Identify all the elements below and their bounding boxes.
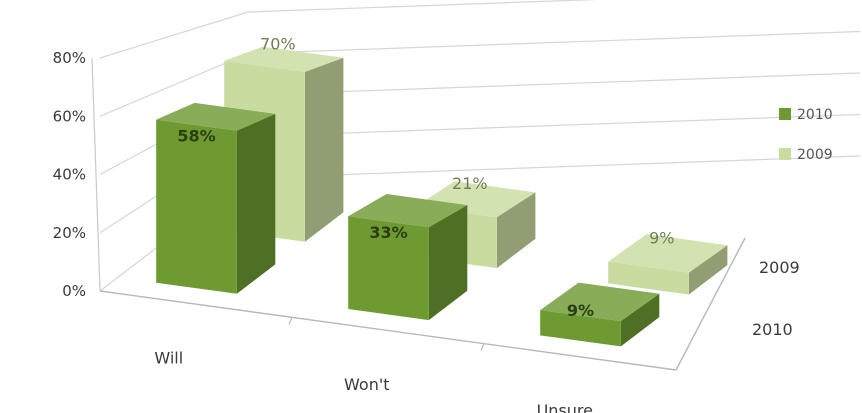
x-tick-label: Will: [154, 349, 183, 368]
bar-2010-2: [348, 194, 468, 321]
bar-2009-1-top: [224, 46, 344, 72]
legend-swatch: [779, 148, 791, 160]
depth-tick-label: 2009: [759, 258, 800, 277]
y-tick-label: 0%: [62, 282, 86, 300]
bar-2010-2-front: [348, 216, 429, 321]
legend-swatch: [779, 108, 791, 120]
legend: 2010 2009: [779, 107, 833, 163]
gridline: [99, 0, 599, 59]
series-2010-bars: [156, 102, 660, 347]
bar-2010-1: [156, 102, 276, 294]
y-tick-label: 40%: [53, 166, 86, 184]
data-label-2009: 21%: [452, 174, 488, 193]
gridline: [99, 30, 861, 117]
bar-2010-1-front: [156, 119, 237, 294]
legend-label: 2009: [797, 147, 833, 163]
legend-label: 2010: [797, 107, 833, 123]
x-axis-line: [99, 290, 677, 371]
bar-2010-3-side: [620, 293, 660, 347]
data-label-2010: 9%: [567, 301, 594, 320]
y-tick-label: 20%: [53, 224, 86, 242]
bar-2010-2-top: [348, 194, 468, 228]
x-tick-mark: [480, 343, 485, 351]
depth-axis-line: [675, 237, 746, 371]
depth-tick-label: 2010: [752, 320, 793, 339]
bar-2010-1-side: [236, 113, 276, 294]
bar-2010-3: [540, 282, 660, 347]
data-label-2010: 58%: [177, 127, 215, 146]
label-layer: 70% 21% 9% 58% 33% 9% Will Won't Unsure 2009 2010: [154, 34, 799, 413]
bar-2009-3-top: [608, 234, 728, 273]
y-tick-label: 80%: [53, 49, 86, 67]
axis-layer: 0% 20% 40% 60% 80%: [53, 49, 746, 371]
bar-2010-3-top: [540, 282, 660, 322]
x-tick-label: Unsure: [537, 401, 593, 413]
series-2009-bars: [224, 46, 728, 295]
bar-2009-2-side: [496, 192, 536, 269]
y-tick-label: 60%: [53, 107, 86, 125]
data-label-2009: 9%: [649, 228, 674, 247]
x-tick-label: Won't: [344, 375, 389, 394]
bar-2009-3-front: [608, 261, 689, 295]
data-label-2009: 70%: [260, 34, 296, 53]
x-tick-mark: [288, 317, 293, 325]
data-label-2010: 33%: [369, 223, 407, 242]
bar-2010-2-side: [428, 205, 468, 321]
bar-2009-1-side: [304, 57, 344, 242]
bar-2009-3: [608, 234, 728, 295]
bar-2009-3-side: [688, 245, 728, 295]
y-axis-line: [91, 57, 101, 292]
bar-2010-1-top: [156, 102, 276, 131]
bar-2010-3-front: [540, 310, 621, 347]
